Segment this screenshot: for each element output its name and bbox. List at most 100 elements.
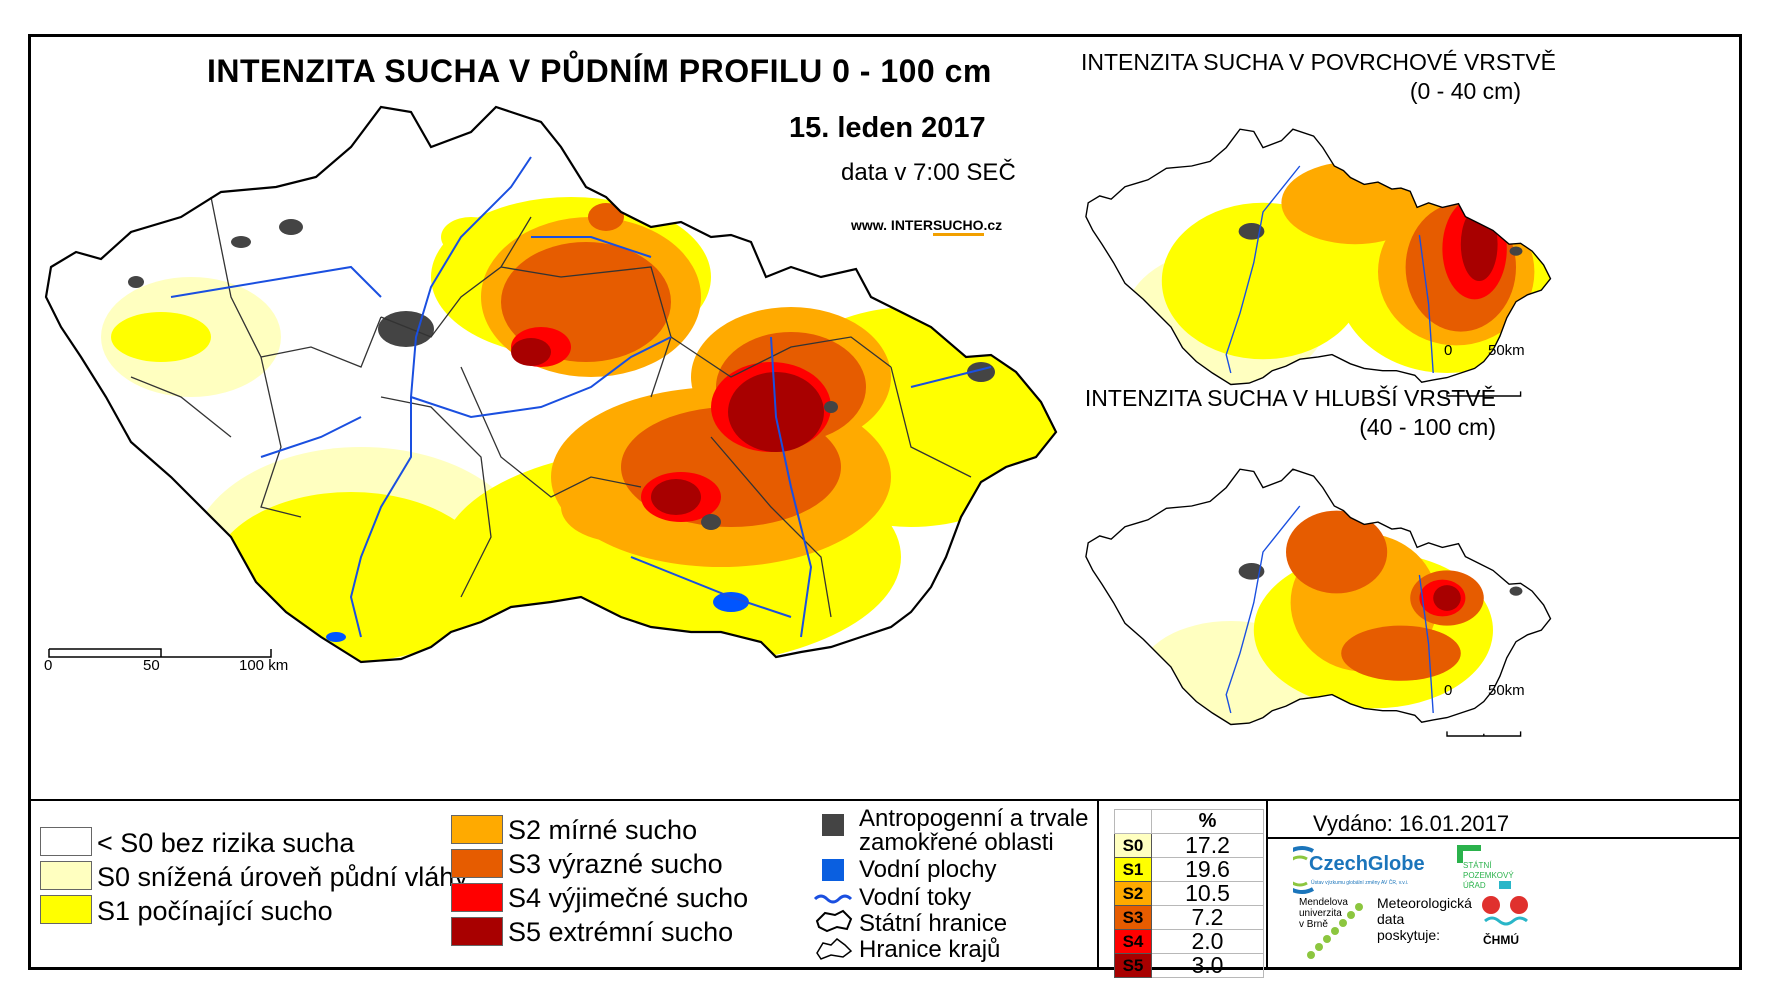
stats-row: S3 7.2 [1114,905,1264,930]
stats-class: S0 [1114,833,1152,858]
region-borders [130,196,972,618]
map-title: INTENZITA SUCHA V PŮDNÍM PROFILU 0 - 100… [207,53,992,89]
main-scale-50: 50 [143,657,160,674]
stats-value: 19.6 [1151,857,1264,882]
main-scale-100: 100 km [239,657,289,674]
web-suffix: .cz [983,217,1003,233]
inset-top-scale-0: 0 [1444,342,1453,359]
stats-class: S4 [1114,929,1152,954]
mendel-line-2: univerzita [1299,908,1342,919]
stats-row: S1 19.6 [1114,857,1264,882]
main-map [44,105,1058,664]
inset-top-subtitle: (0 - 40 cm) [1409,78,1521,104]
state-border-icon [815,909,853,933]
stats-corner [1114,809,1152,834]
region-border-icon [816,938,853,960]
met-line-2: data [1377,911,1405,927]
legend: < S0 bez rizika sucha S0 snížená úroveň … [31,801,1739,978]
web-accent: SUCHO [932,217,984,236]
legend-label-below-s0: < S0 bez rizika sucha [97,828,355,858]
spu-line-1: STÁTNÍ [1463,861,1492,870]
anthropogenic-area-icon [822,814,844,836]
stats-value: 3.0 [1151,953,1264,978]
mendel-line-3: v Brně [1299,919,1328,930]
spu-text: STÁTNÍ POZEMKOVÝ ÚŘAD [1463,861,1514,891]
legend-label-s1: S1 počínající sucho [97,896,333,926]
legend-label-s2: S2 mírné sucho [508,815,698,845]
maps-svg [44,105,1552,737]
inset-top-scale-1: 50km [1488,342,1525,359]
spu-line-2: POZEMKOVÝ [1463,871,1514,880]
met-line-1: Meteorologická [1377,895,1472,911]
chmu-logo-icon [1482,881,1528,926]
legend-separator-2 [1266,801,1268,967]
legend-separator-1 [1097,801,1099,967]
spu-line-3: ÚŘAD [1463,881,1486,890]
stats-table: % S0 17.2 S1 19.6 S2 10.5 S3 7.2 S4 2.0 [1114,809,1264,978]
main-scale-0: 0 [44,657,53,674]
stats-header: % [1151,809,1264,834]
mendel-logo-icon [1307,903,1363,959]
web-link[interactable]: www. INTERSUCHO.cz [851,217,1003,236]
water-body-icon [822,859,844,881]
legend-swatch-below-s0 [40,827,92,856]
stats-class: S5 [1114,953,1152,978]
map-time: data v 7:00 SEČ [841,159,1016,186]
stats-value: 7.2 [1151,905,1264,930]
legend-label-s5: S5 extrémní sucho [508,917,734,947]
legend-state-border: Státní hranice [859,910,1008,937]
legend-anthropogenic-2: zamokřené oblasti [859,829,1054,856]
stats-row: S4 2.0 [1114,929,1264,954]
legend-water: Vodní plochy [859,856,997,883]
river-icon [813,894,853,904]
legend-label-s3: S3 výrazné sucho [508,849,723,879]
stats-row: S5 3.0 [1114,953,1264,978]
map-sheet: INTENZITA SUCHA V PŮDNÍM PROFILU 0 - 100… [28,34,1742,978]
chmu-name: ČHMÚ [1483,933,1519,947]
rivers [170,156,992,638]
inset-top-title: INTENZITA SUCHA V POVRCHOVÉ VRSTVĚ [1081,49,1556,75]
legend-swatch-s4 [451,883,503,912]
inset-bottom-scale-0: 0 [1444,682,1453,699]
inset-bottom-map [1085,468,1552,737]
legend-region-border: Hranice krajů [859,936,1001,963]
stats-value: 2.0 [1151,929,1264,954]
stats-class: S2 [1114,881,1152,906]
legend-swatch-s3 [451,849,503,878]
legend-label-s4: S4 výjimečné sucho [508,883,749,913]
web-prefix: www. INTER [851,217,933,233]
legend-rivers: Vodní toky [859,884,972,911]
inset-bottom-title: INTENZITA SUCHA V HLUBŠÍ VRSTVĚ [1084,385,1496,411]
spu-logo-icon [1457,845,1481,863]
czechglobe-subtitle: Ústav výzkumu globální změny AV ČR, v.v.… [1311,880,1409,886]
main-scale-bar [48,648,272,658]
stats-class: S1 [1114,857,1152,882]
met-data-text: Meteorologická data poskytuje: [1377,895,1472,943]
symbol-icons [813,814,853,960]
met-line-3: poskytuje: [1377,927,1441,943]
legend-label-s0: S0 snížená úroveň půdní vláhy [97,862,468,892]
stats-row: S2 10.5 [1114,881,1264,906]
mendel-line-1: Mendelova [1299,897,1348,908]
inset-top-map [1085,128,1552,397]
czechglobe-name: CzechGlobe [1309,853,1425,875]
legend-swatch-s5 [451,917,503,946]
czechglobe-logo [1293,846,1315,894]
stats-class: S3 [1114,905,1152,930]
legend-swatch-s2 [451,815,503,844]
map-area: INTENZITA SUCHA V PŮDNÍM PROFILU 0 - 100… [31,37,1739,799]
stats-value: 10.5 [1151,881,1264,906]
inset-bottom-subtitle: (40 - 100 cm) [1359,414,1496,440]
mendel-text: Mendelova univerzita v Brně [1299,897,1348,930]
legend-divider [31,799,1739,801]
legend-anthropogenic-1: Antropogenní a trvale [859,805,1089,832]
stats-value: 17.2 [1151,833,1264,858]
drought-fields [101,197,1056,662]
stats-row: S0 17.2 [1114,833,1264,858]
issued-date: Vydáno: 16.01.2017 [1313,811,1510,836]
legend-swatch-s0 [40,861,92,890]
issued-divider [1266,837,1739,839]
inset-bottom-scale-1: 50km [1488,682,1525,699]
legend-swatch-s1 [40,895,92,924]
map-date: 15. leden 2017 [789,112,986,144]
